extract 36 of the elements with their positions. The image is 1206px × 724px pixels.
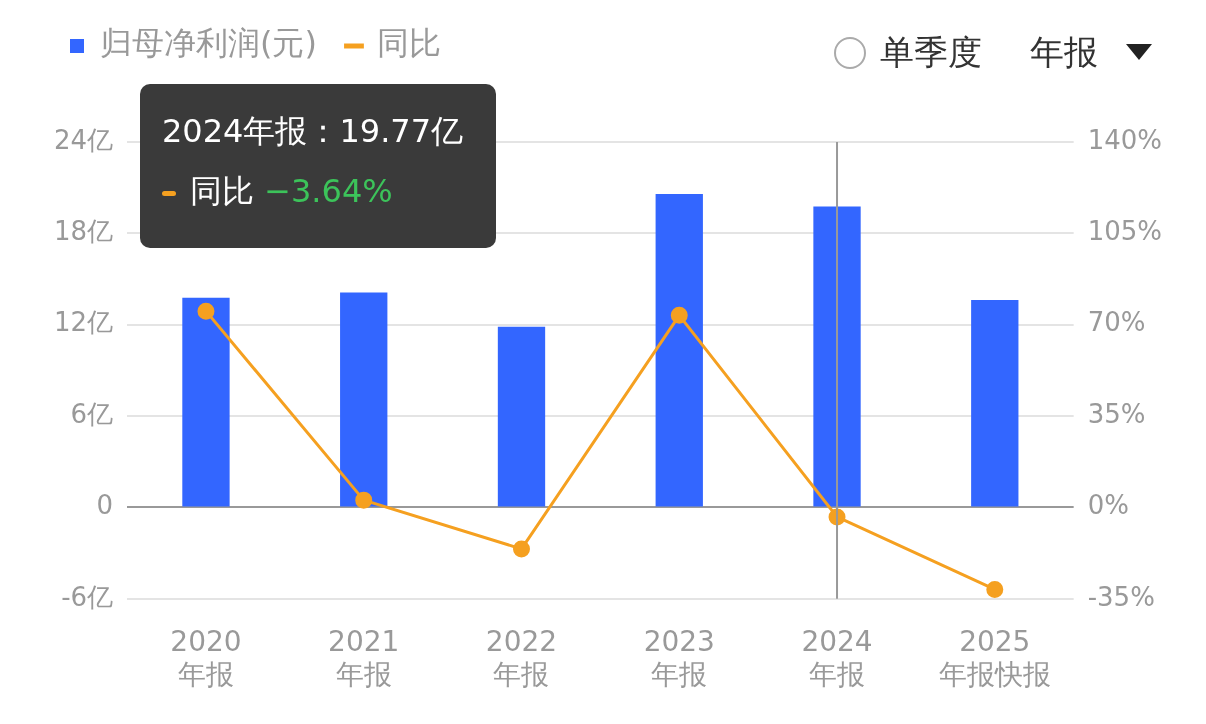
y2-tick-label: 140% <box>1087 124 1163 155</box>
y-tick-label: 6亿 <box>70 398 114 429</box>
y-tick-label: 24亿 <box>53 124 114 155</box>
y2-tick-label: 0% <box>1087 490 1129 521</box>
point <box>197 302 215 320</box>
x-tick-label: 2020 年报 <box>170 624 242 692</box>
point <box>986 580 1004 598</box>
bar <box>971 299 1019 507</box>
x-tick-label: 2023 年报 <box>643 624 715 692</box>
y-tick-label: 12亿 <box>53 307 114 338</box>
y2-tick-label: 105% <box>1087 216 1163 247</box>
text: 年报 <box>1030 31 1098 74</box>
legend-label: 归母净利润(元) <box>100 24 317 63</box>
bar <box>182 297 230 507</box>
annotation: 2024年报：19.77亿 <box>162 111 465 152</box>
bar <box>655 193 703 507</box>
y2-tick-label: 70% <box>1087 307 1146 338</box>
x-tick-label: 2021 年报 <box>328 624 400 692</box>
y2-tick-label: -35% <box>1087 581 1155 612</box>
y-tick-label: -6亿 <box>61 581 114 612</box>
x-tick-label: 2022 年报 <box>485 624 558 692</box>
y-tick-label: 18亿 <box>53 216 114 247</box>
x-tick-label: 2025 年报快报 <box>938 624 1051 692</box>
annotation: 同比 −3.64% <box>190 172 393 210</box>
bar <box>813 206 861 507</box>
point <box>670 306 688 324</box>
y-tick-label: 0 <box>96 490 114 521</box>
tooltip: 2024年报：19.77亿 同比 −3.64% <box>140 84 496 248</box>
x-tick-label: 2024 年报 <box>801 624 873 692</box>
legend-label: 同比 <box>376 24 441 63</box>
y2-tick-label: 35% <box>1087 398 1146 429</box>
bar <box>340 292 388 507</box>
point <box>355 491 373 509</box>
point <box>512 540 530 558</box>
text: 单季度 <box>880 31 982 74</box>
bar <box>497 326 546 507</box>
